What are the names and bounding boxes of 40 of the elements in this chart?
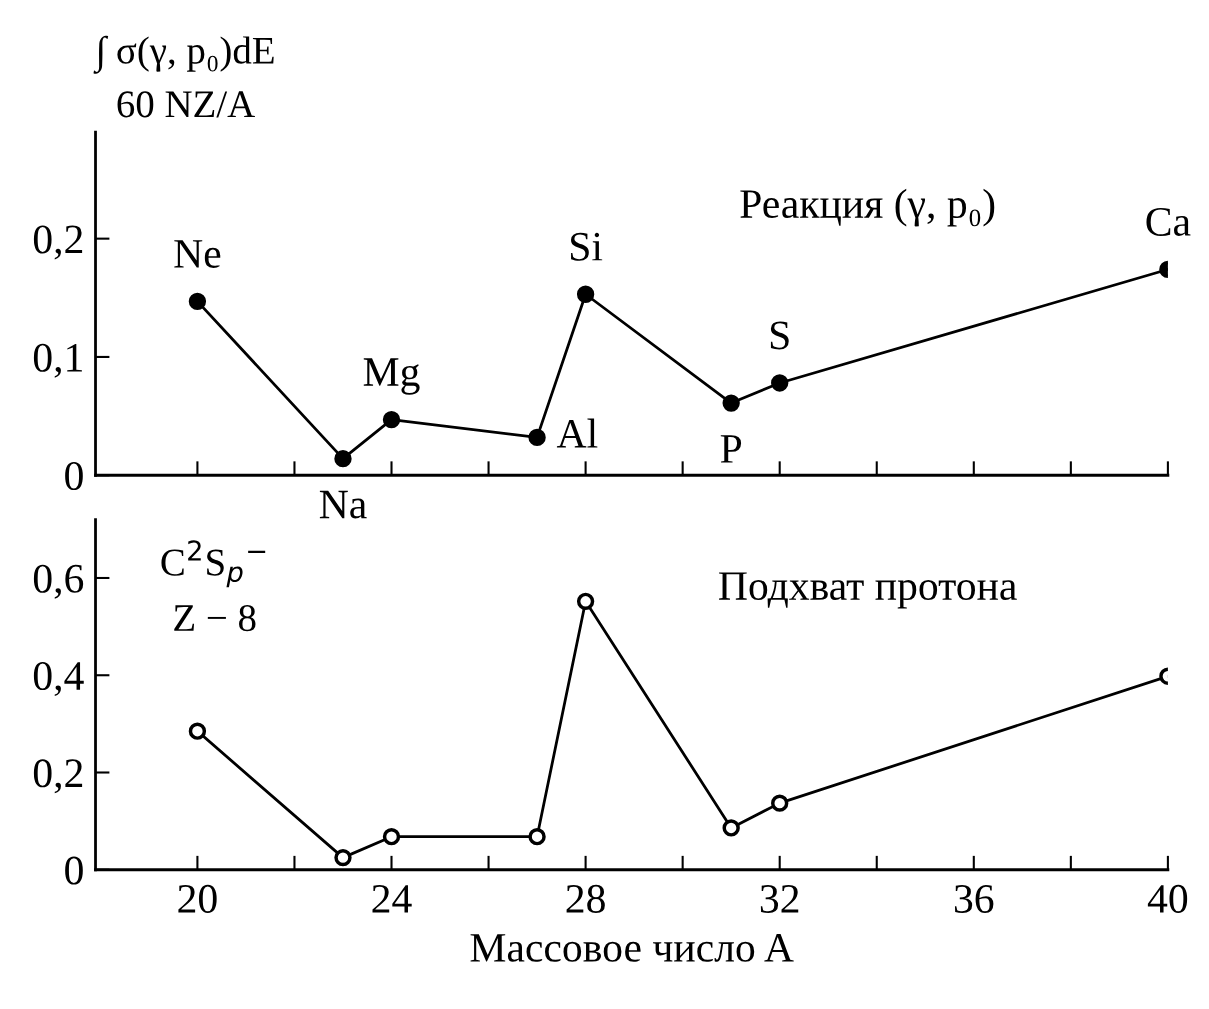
- x-tick-label: 32: [760, 884, 799, 913]
- x-tick-label: 40: [1147, 884, 1188, 913]
- text: C$^{2}$S$_{p}$$^{−}$ Z − 8: [161, 540, 266, 632]
- point: [771, 374, 789, 392]
- point: [188, 292, 207, 311]
- annotation: Si: [571, 232, 603, 261]
- y-axis-title: ∫ σ(γ, p₀)dE 60 NZ/A: [93, 35, 274, 118]
- point: [722, 819, 740, 837]
- y-tick-label: 0: [65, 461, 83, 491]
- point: [382, 828, 401, 846]
- y-tick-label: 0,4: [33, 661, 84, 697]
- annotation: Ca: [1146, 207, 1191, 236]
- point: [188, 722, 207, 740]
- x-tick-label: 20: [178, 884, 217, 913]
- point: [528, 828, 546, 846]
- point: [576, 592, 595, 611]
- annotation: Na: [319, 490, 367, 519]
- point: [771, 794, 789, 812]
- point: [382, 410, 401, 429]
- point: [576, 285, 595, 303]
- annotation: Al: [556, 418, 598, 448]
- annotation: P: [720, 435, 742, 463]
- annotation: S: [770, 321, 789, 350]
- y-tick-label: 0,6: [33, 564, 84, 599]
- y-tick-label: 0: [65, 856, 83, 885]
- x-tick-label: 28: [566, 884, 605, 913]
- point: [722, 394, 740, 412]
- point: [528, 428, 546, 447]
- point: [334, 449, 352, 468]
- y-tick-label: 0,2: [33, 759, 83, 794]
- x-axis-title: Массовое число A: [470, 933, 794, 962]
- y-tick-label: 0,2: [33, 225, 83, 260]
- annotation: Реакция (γ, p₀): [740, 188, 995, 227]
- annotation: Ne: [174, 240, 221, 268]
- annotation: Подхват протона: [719, 572, 1017, 609]
- x-tick-label: 36: [954, 884, 994, 913]
- x-tick-label: 24: [372, 884, 412, 913]
- y-tick-label: 0,1: [33, 343, 82, 378]
- annotation: Mg: [363, 358, 420, 395]
- point: [334, 848, 352, 867]
